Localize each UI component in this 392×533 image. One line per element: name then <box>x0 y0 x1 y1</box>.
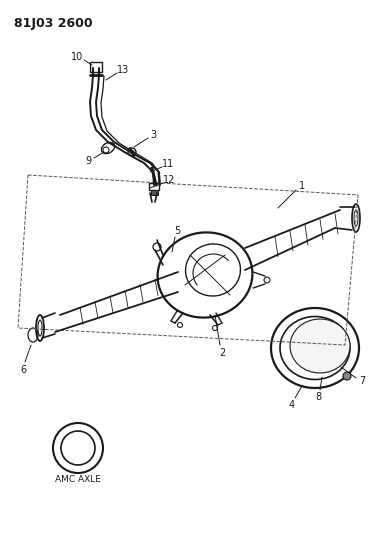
Text: 1: 1 <box>299 181 305 191</box>
Text: AMC AXLE: AMC AXLE <box>55 475 101 484</box>
Text: 12: 12 <box>163 175 175 185</box>
Text: 2: 2 <box>219 348 225 358</box>
Bar <box>151 190 158 195</box>
Text: 81J03 2600: 81J03 2600 <box>14 17 93 30</box>
Text: 9: 9 <box>85 156 91 166</box>
Bar <box>149 183 159 190</box>
Text: 7: 7 <box>359 376 365 386</box>
Text: 11: 11 <box>162 159 174 169</box>
Bar <box>90 62 102 72</box>
Text: 6: 6 <box>20 365 26 375</box>
Text: 13: 13 <box>117 65 129 75</box>
Circle shape <box>131 150 134 154</box>
Text: 10: 10 <box>71 52 83 62</box>
Circle shape <box>343 372 351 380</box>
Text: 3: 3 <box>150 130 156 140</box>
Text: 4: 4 <box>289 400 295 410</box>
Ellipse shape <box>290 319 350 373</box>
Text: 5: 5 <box>174 226 180 236</box>
Text: 8: 8 <box>315 392 321 402</box>
